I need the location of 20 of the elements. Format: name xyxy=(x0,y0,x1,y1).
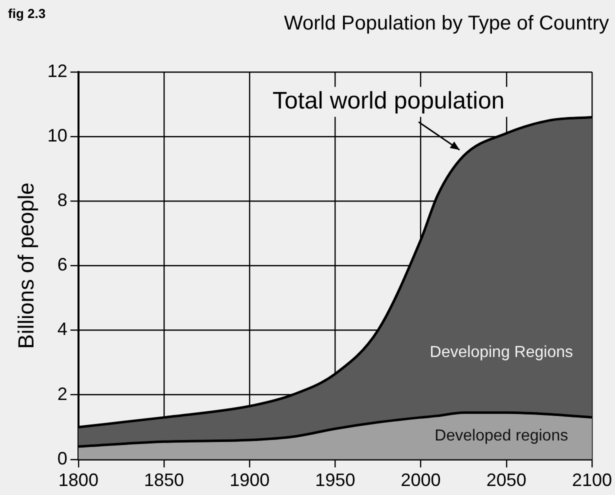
y-tick-label: 0 xyxy=(57,448,68,468)
y-tick-label: 8 xyxy=(57,190,68,210)
x-tick-label: 2100 xyxy=(572,470,612,490)
y-tick-label: 6 xyxy=(57,254,68,275)
y-tick-label: 4 xyxy=(57,319,68,340)
y-tick-label: 10 xyxy=(47,126,68,146)
y-axis-title: Billions of people xyxy=(13,182,38,349)
x-tick-label: 1800 xyxy=(58,470,98,490)
series-label: Developing Regions xyxy=(430,344,573,361)
y-tick-label: 2 xyxy=(57,384,68,404)
y-tick-label: 12 xyxy=(47,60,68,81)
annotation: Total world population xyxy=(272,88,505,115)
x-tick-label: 2000 xyxy=(400,470,441,490)
x-tick-label: 2050 xyxy=(486,470,526,490)
x-tick-label: 1950 xyxy=(315,470,356,490)
x-tick-label: 1850 xyxy=(144,470,184,490)
series-label: Developed regions xyxy=(434,427,568,444)
caption: fig 2.3 xyxy=(8,6,46,22)
chart-title: World Population by Type of Country xyxy=(284,12,609,35)
x-tick-label: 1900 xyxy=(230,470,270,490)
